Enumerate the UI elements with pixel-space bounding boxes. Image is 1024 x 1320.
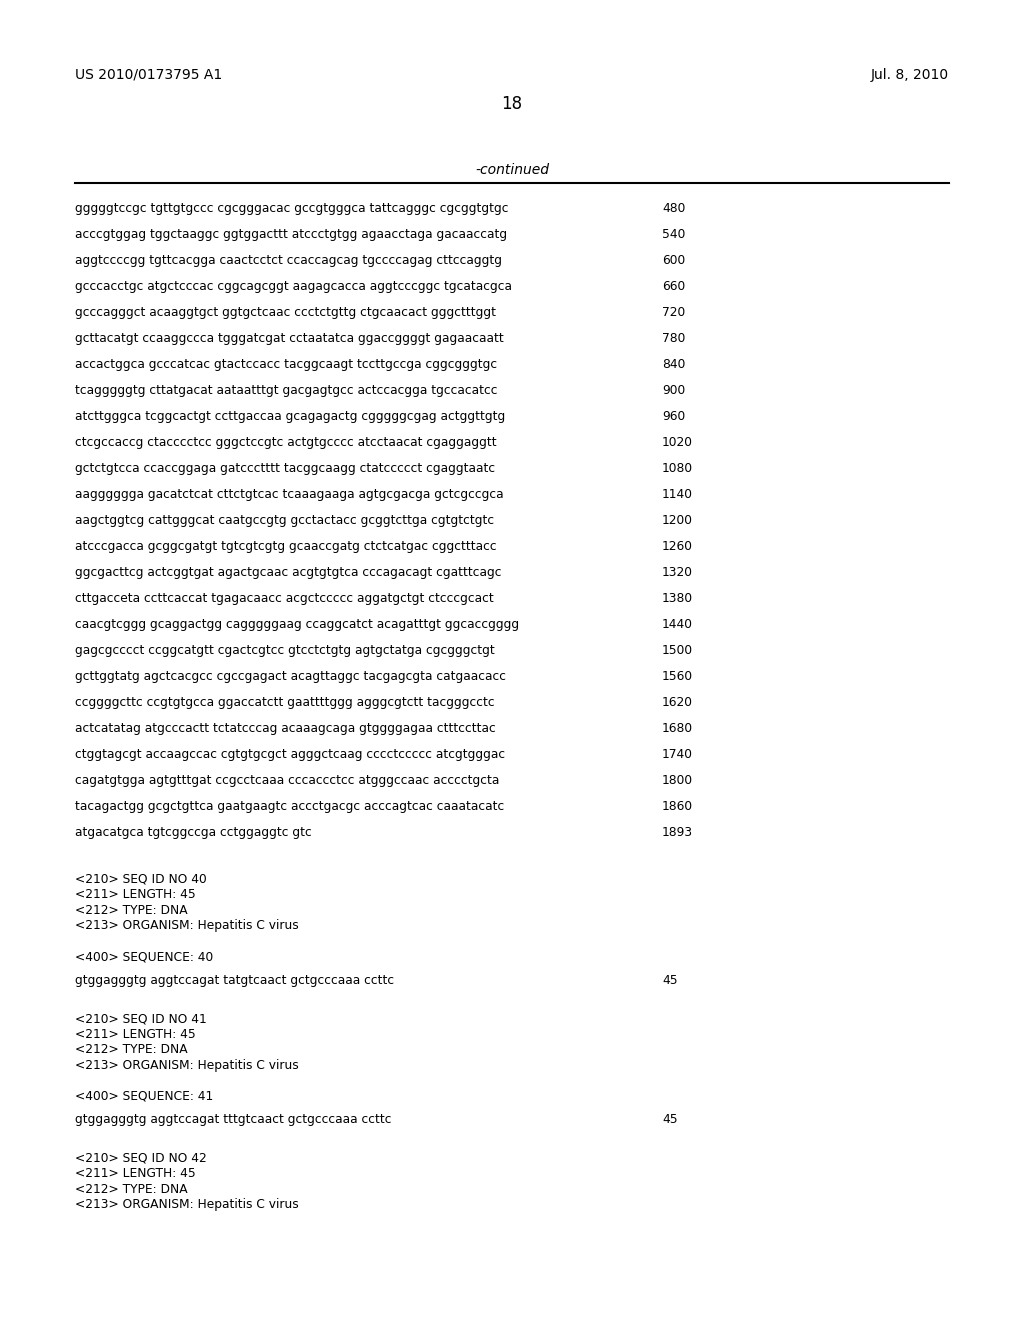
Text: 780: 780: [662, 333, 685, 345]
Text: 1320: 1320: [662, 566, 693, 579]
Text: ccggggcttc ccgtgtgcca ggaccatctt gaattttggg agggcgtctt tacgggcctc: ccggggcttc ccgtgtgcca ggaccatctt gaatttt…: [75, 696, 495, 709]
Text: <212> TYPE: DNA: <212> TYPE: DNA: [75, 1043, 187, 1056]
Text: <213> ORGANISM: Hepatitis C virus: <213> ORGANISM: Hepatitis C virus: [75, 919, 299, 932]
Text: 1500: 1500: [662, 644, 693, 657]
Text: actcatatag atgcccactt tctatcccag acaaagcaga gtggggagaa ctttccttac: actcatatag atgcccactt tctatcccag acaaagc…: [75, 722, 496, 735]
Text: 18: 18: [502, 95, 522, 114]
Text: <210> SEQ ID NO 41: <210> SEQ ID NO 41: [75, 1012, 207, 1026]
Text: 1020: 1020: [662, 436, 693, 449]
Text: tacagactgg gcgctgttca gaatgaagtc accctgacgc acccagtcac caaatacatc: tacagactgg gcgctgttca gaatgaagtc accctga…: [75, 800, 504, 813]
Text: 1080: 1080: [662, 462, 693, 475]
Text: <211> LENGTH: 45: <211> LENGTH: 45: [75, 1028, 196, 1040]
Text: atgacatgca tgtcggccga cctggaggtc gtc: atgacatgca tgtcggccga cctggaggtc gtc: [75, 826, 311, 840]
Text: gcccacctgc atgctcccac cggcagcggt aagagcacca aggtcccggc tgcatacgca: gcccacctgc atgctcccac cggcagcggt aagagca…: [75, 280, 512, 293]
Text: <211> LENGTH: 45: <211> LENGTH: 45: [75, 888, 196, 902]
Text: 840: 840: [662, 358, 685, 371]
Text: atcccgacca gcggcgatgt tgtcgtcgtg gcaaccgatg ctctcatgac cggctttacc: atcccgacca gcggcgatgt tgtcgtcgtg gcaaccg…: [75, 540, 497, 553]
Text: gggggtccgc tgttgtgccc cgcgggacac gccgtgggca tattcagggc cgcggtgtgc: gggggtccgc tgttgtgccc cgcgggacac gccgtgg…: [75, 202, 509, 215]
Text: aagggggga gacatctcat cttctgtcac tcaaagaaga agtgcgacga gctcgccgca: aagggggga gacatctcat cttctgtcac tcaaagaa…: [75, 488, 504, 502]
Text: gagcgcccct ccggcatgtt cgactcgtcc gtcctctgtg agtgctatga cgcgggctgt: gagcgcccct ccggcatgtt cgactcgtcc gtcctct…: [75, 644, 495, 657]
Text: -continued: -continued: [475, 162, 549, 177]
Text: 1740: 1740: [662, 748, 693, 762]
Text: ctcgccaccg ctacccctcc gggctccgtc actgtgcccc atcctaacat cgaggaggtt: ctcgccaccg ctacccctcc gggctccgtc actgtgc…: [75, 436, 497, 449]
Text: atcttgggca tcggcactgt ccttgaccaa gcagagactg cgggggcgag actggttgtg: atcttgggca tcggcactgt ccttgaccaa gcagaga…: [75, 411, 505, 422]
Text: 1260: 1260: [662, 540, 693, 553]
Text: gtggagggtg aggtccagat tttgtcaact gctgcccaaa ccttc: gtggagggtg aggtccagat tttgtcaact gctgccc…: [75, 1113, 391, 1126]
Text: Jul. 8, 2010: Jul. 8, 2010: [870, 69, 949, 82]
Text: 1620: 1620: [662, 696, 693, 709]
Text: 1893: 1893: [662, 826, 693, 840]
Text: 1800: 1800: [662, 774, 693, 787]
Text: 900: 900: [662, 384, 685, 397]
Text: caacgtcggg gcaggactgg cagggggaag ccaggcatct acagatttgt ggcaccgggg: caacgtcggg gcaggactgg cagggggaag ccaggca…: [75, 618, 519, 631]
Text: <210> SEQ ID NO 42: <210> SEQ ID NO 42: [75, 1152, 207, 1164]
Text: ggcgacttcg actcggtgat agactgcaac acgtgtgtca cccagacagt cgatttcagc: ggcgacttcg actcggtgat agactgcaac acgtgtg…: [75, 566, 502, 579]
Text: 960: 960: [662, 411, 685, 422]
Text: accactggca gcccatcac gtactccacc tacggcaagt tccttgccga cggcgggtgc: accactggca gcccatcac gtactccacc tacggcaa…: [75, 358, 497, 371]
Text: US 2010/0173795 A1: US 2010/0173795 A1: [75, 69, 222, 82]
Text: 600: 600: [662, 253, 685, 267]
Text: aagctggtcg cattgggcat caatgccgtg gcctactacc gcggtcttga cgtgtctgtc: aagctggtcg cattgggcat caatgccgtg gcctact…: [75, 513, 495, 527]
Text: <400> SEQUENCE: 40: <400> SEQUENCE: 40: [75, 950, 213, 964]
Text: <213> ORGANISM: Hepatitis C virus: <213> ORGANISM: Hepatitis C virus: [75, 1059, 299, 1072]
Text: 45: 45: [662, 1113, 678, 1126]
Text: cttgacceta ccttcaccat tgagacaacc acgctccccc aggatgctgt ctcccgcact: cttgacceta ccttcaccat tgagacaacc acgctcc…: [75, 591, 494, 605]
Text: 1140: 1140: [662, 488, 693, 502]
Text: 45: 45: [662, 974, 678, 986]
Text: 480: 480: [662, 202, 685, 215]
Text: <210> SEQ ID NO 40: <210> SEQ ID NO 40: [75, 873, 207, 886]
Text: <212> TYPE: DNA: <212> TYPE: DNA: [75, 904, 187, 917]
Text: tcagggggtg cttatgacat aataatttgt gacgagtgcc actccacgga tgccacatcc: tcagggggtg cttatgacat aataatttgt gacgagt…: [75, 384, 498, 397]
Text: gcttggtatg agctcacgcc cgccgagact acagttaggc tacgagcgta catgaacacc: gcttggtatg agctcacgcc cgccgagact acagtta…: [75, 671, 506, 682]
Text: ctggtagcgt accaagccac cgtgtgcgct agggctcaag cccctccccc atcgtgggac: ctggtagcgt accaagccac cgtgtgcgct agggctc…: [75, 748, 505, 762]
Text: cagatgtgga agtgtttgat ccgcctcaaa cccaccctcc atgggccaac acccctgcta: cagatgtgga agtgtttgat ccgcctcaaa cccaccc…: [75, 774, 500, 787]
Text: 1680: 1680: [662, 722, 693, 735]
Text: aggtccccgg tgttcacgga caactcctct ccaccagcag tgccccagag cttccaggtg: aggtccccgg tgttcacgga caactcctct ccaccag…: [75, 253, 502, 267]
Text: 1560: 1560: [662, 671, 693, 682]
Text: 540: 540: [662, 228, 685, 242]
Text: 1200: 1200: [662, 513, 693, 527]
Text: 720: 720: [662, 306, 685, 319]
Text: 1860: 1860: [662, 800, 693, 813]
Text: <400> SEQUENCE: 41: <400> SEQUENCE: 41: [75, 1090, 213, 1102]
Text: gcttacatgt ccaaggccca tgggatcgat cctaatatca ggaccggggt gagaacaatt: gcttacatgt ccaaggccca tgggatcgat cctaata…: [75, 333, 504, 345]
Text: 660: 660: [662, 280, 685, 293]
Text: 1380: 1380: [662, 591, 693, 605]
Text: <211> LENGTH: 45: <211> LENGTH: 45: [75, 1167, 196, 1180]
Text: gcccagggct acaaggtgct ggtgctcaac ccctctgttg ctgcaacact gggctttggt: gcccagggct acaaggtgct ggtgctcaac ccctctg…: [75, 306, 496, 319]
Text: 1440: 1440: [662, 618, 693, 631]
Text: <213> ORGANISM: Hepatitis C virus: <213> ORGANISM: Hepatitis C virus: [75, 1199, 299, 1212]
Text: gctctgtcca ccaccggaga gatccctttt tacggcaagg ctatccccct cgaggtaatc: gctctgtcca ccaccggaga gatccctttt tacggca…: [75, 462, 496, 475]
Text: acccgtggag tggctaaggc ggtggacttt atccctgtgg agaacctaga gacaaccatg: acccgtggag tggctaaggc ggtggacttt atccctg…: [75, 228, 507, 242]
Text: <212> TYPE: DNA: <212> TYPE: DNA: [75, 1183, 187, 1196]
Text: gtggagggtg aggtccagat tatgtcaact gctgcccaaa ccttc: gtggagggtg aggtccagat tatgtcaact gctgccc…: [75, 974, 394, 986]
